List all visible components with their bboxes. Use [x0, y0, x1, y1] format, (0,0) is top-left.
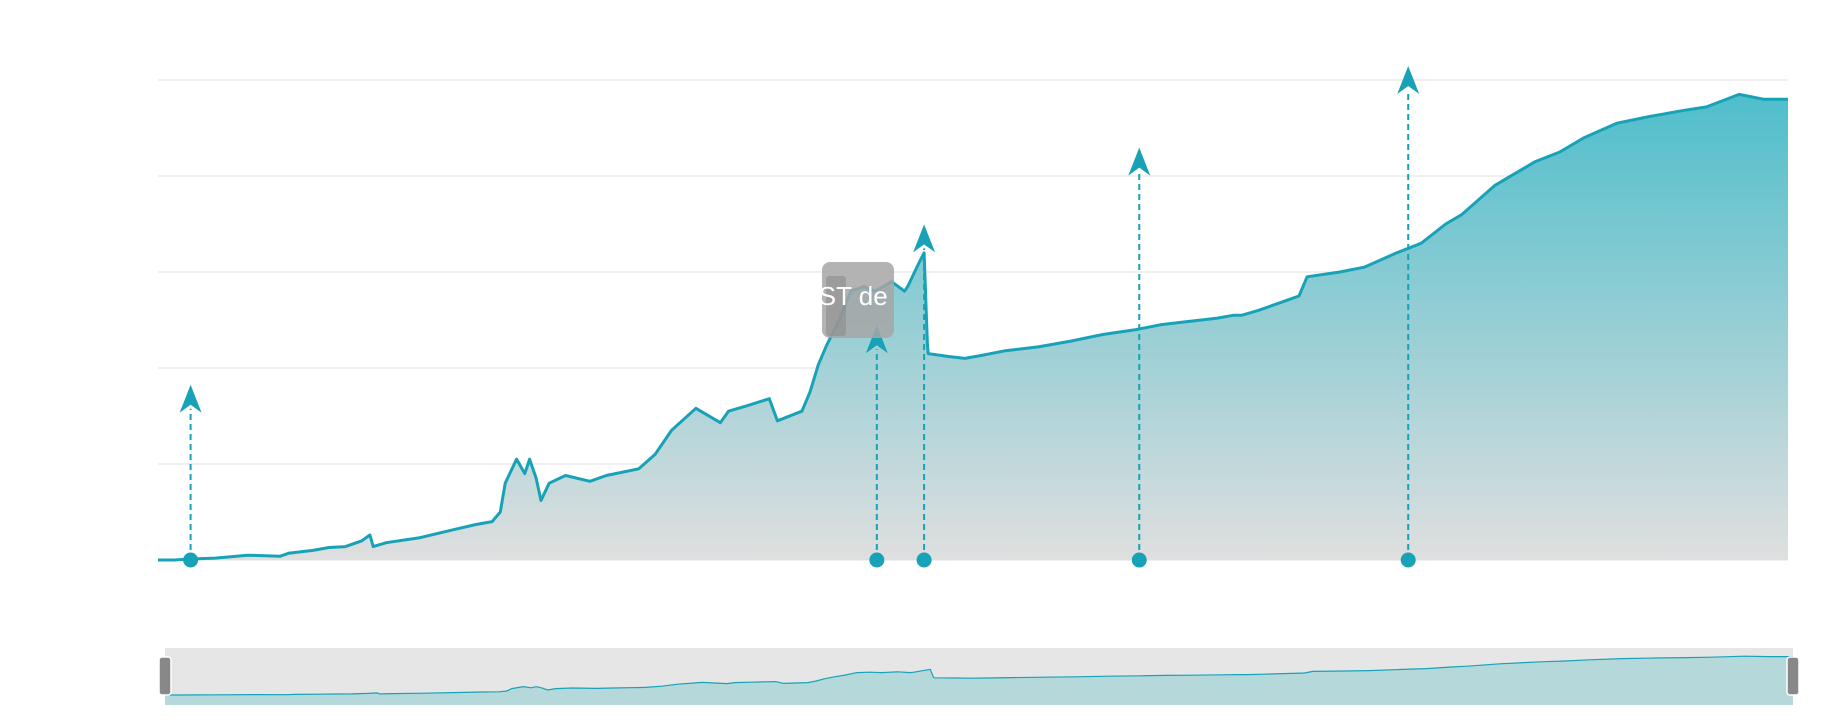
tooltip-text: UST de: [800, 281, 888, 311]
tooltip-icon: [826, 276, 846, 336]
event-annotation: [865, 325, 888, 568]
series-area: [158, 94, 1788, 561]
annotation-arrow-icon: [1397, 66, 1420, 94]
annotation-marker[interactable]: [183, 552, 199, 568]
event-annotation: [1128, 147, 1151, 568]
annotation-arrow-icon: [913, 224, 936, 253]
annotation-arrow-icon: [1128, 147, 1151, 176]
annotation-marker[interactable]: [916, 552, 932, 568]
navigator-right-handle[interactable]: [1786, 656, 1800, 696]
event-annotation: [913, 224, 936, 568]
event-annotation: [1397, 66, 1420, 568]
annotation-arrow-icon: [865, 325, 888, 354]
event-annotations: [179, 66, 1420, 568]
tooltip: UST de: [800, 262, 894, 338]
event-annotation: [179, 384, 202, 568]
navigator[interactable]: [158, 648, 1800, 705]
annotation-marker[interactable]: [1131, 552, 1147, 568]
navigator-left-handle[interactable]: [158, 656, 172, 696]
navigator-line: [165, 655, 1793, 696]
plot-area: [158, 92, 1788, 562]
annotation-arrow-icon: [179, 384, 202, 413]
navigator-area: [165, 656, 1793, 705]
annotation-marker[interactable]: [1400, 552, 1416, 568]
annotation-marker[interactable]: [869, 552, 885, 568]
